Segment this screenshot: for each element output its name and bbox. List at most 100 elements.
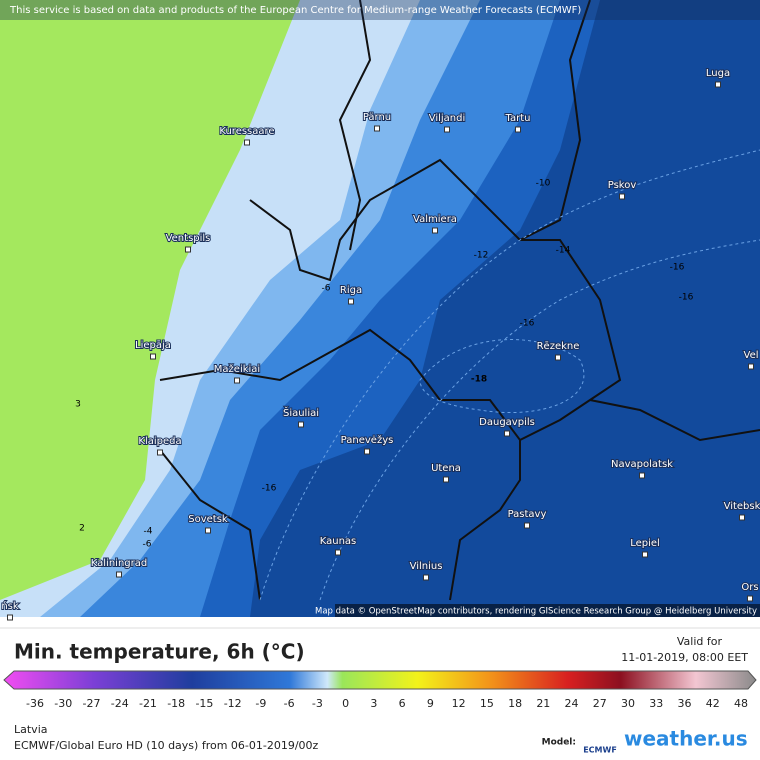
contour-label: -16 [670,263,685,273]
city-dot [515,126,521,133]
brand[interactable]: weather.us [624,727,748,751]
city-dot [298,421,304,428]
borders [159,0,760,601]
credits-bg [335,604,760,617]
contour-label: -14 [556,246,571,256]
scale-tick: -12 [224,697,242,710]
scale-tick: -21 [139,697,157,710]
scale-tick: -36 [26,697,44,710]
city-label: Luga [706,68,730,79]
scale-tick: 0 [342,697,349,710]
scale-tick: -9 [255,697,266,710]
scale-tick: 30 [621,697,635,710]
city-label: Liepāja [135,340,171,351]
city-label: Kuressaare [219,126,274,137]
city-dot [157,449,163,456]
city-dot [444,126,450,133]
scale-tick: 18 [508,697,522,710]
city-label: Ors [741,582,758,593]
city-label: Navapolatsk [611,459,673,470]
scale-tick: -24 [111,697,129,710]
city-dot [639,472,645,479]
city-label: Kaliningrad [91,558,147,569]
scale-tick: 42 [706,697,720,710]
contour-label: -16 [679,293,694,303]
contour-labels: -10 -12 -14 -16 -16 -16 -6 -18 -16 3 2 -4 -6 [75,179,693,550]
contour-label: 2 [79,524,85,534]
contour-label: -6 [322,284,331,294]
city-dot [335,549,341,556]
field-green [0,0,300,600]
scale-tick: 36 [678,697,692,710]
contour-label: -12 [474,251,489,261]
city-label: Vel [744,350,759,361]
city-label: Utena [431,463,461,474]
model-logo: ECMWF [583,746,617,755]
scale-tick: 33 [649,697,663,710]
city-dot [234,377,240,384]
legend-panel: Min. temperature, 6h (°C) Valid for 11-0… [0,627,760,755]
valid-label: Valid for [677,635,723,648]
city-dot [715,81,721,88]
city-label: Klaipeda [138,436,181,447]
city-dot [185,246,191,253]
map-credits: Map data © OpenStreetMap contributors, r… [315,607,757,617]
color-scale [3,670,757,690]
contour-label: -4 [144,527,153,537]
city-label: ńsk [1,600,19,612]
scale-tick: -30 [54,697,72,710]
contour-label: -10 [536,179,551,189]
city-dot [739,514,745,521]
scale-tick: 15 [480,697,494,710]
city-dot [555,354,561,361]
city-dot [642,551,648,558]
city-label: Sovetsk [188,514,228,525]
contours [259,149,760,601]
city-dot [619,193,625,200]
model-label: Model: [542,738,576,748]
city-label: Ventspils [166,233,211,244]
scale-tick: 21 [536,697,550,710]
scale-tick: 6 [399,697,406,710]
scale-tick: 48 [734,697,748,710]
city-dot [432,227,438,234]
city-label: Vilnius [410,561,443,572]
city-label: Pärnu [363,112,391,123]
attribution: This service is based on data and produc… [9,5,581,16]
city-label: Mažeikiai [214,363,260,375]
scale-tick: -18 [167,697,185,710]
city-dot [348,298,354,305]
city-label: Valmiera [413,214,457,225]
scale-ticks: -36 -30 -27 -24 -21 -18 -15 -12 -9 -6 -3 0 3 6 9 12 15 18… [26,697,748,710]
city-label: Vitebsk [724,501,760,512]
scale-tick: -15 [195,697,213,710]
scale-tick: 12 [452,697,466,710]
city-label: Rēzekne [537,341,580,352]
contour-label: -18 [471,375,487,385]
city-label: Panevėžys [341,434,394,446]
title: Min. temperature, 6h (°C) [14,640,305,664]
city-label: Pskov [608,180,637,191]
contour-label: 3 [75,400,81,410]
city-label: Tartu [505,113,531,124]
contour-label: -16 [520,319,535,329]
city-dot [747,595,753,602]
map: This service is based on data and produc… [0,0,760,621]
city-dot [364,448,370,455]
scale-tick: -3 [312,697,323,710]
city-label: Lepiel [630,538,660,549]
city-label: Kaunas [320,536,357,547]
contour-label: -6 [143,540,152,550]
city-dot [423,574,429,581]
city-label: Riga [340,285,362,296]
city-label: Šiauliai [283,406,319,419]
city-dot [150,353,156,360]
city-dot [244,139,250,146]
scale-tick: 27 [593,697,607,710]
city-dot [116,571,122,578]
scale-tick: 3 [370,697,377,710]
city-dot [443,476,449,483]
city-label: Viljandi [429,113,466,124]
attribution-bg [0,0,760,20]
